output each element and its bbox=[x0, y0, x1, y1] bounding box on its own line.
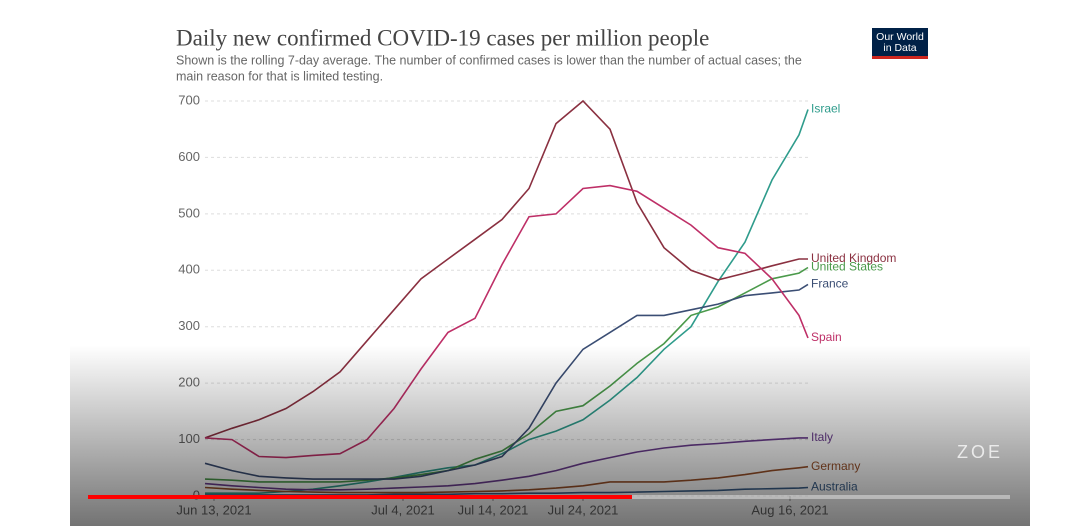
y-tick-label: 700 bbox=[178, 92, 200, 107]
progress-played[interactable] bbox=[88, 495, 632, 499]
subtitle: main reason for that is limited testing. bbox=[176, 69, 383, 83]
logo-text: in Data bbox=[883, 42, 916, 54]
series-label: United Kingdom bbox=[811, 251, 896, 265]
y-tick-label: 300 bbox=[178, 318, 200, 333]
series-label: United States bbox=[811, 260, 883, 274]
y-tick-label: 500 bbox=[178, 205, 200, 220]
chart-title: Daily new confirmed COVID-19 cases per m… bbox=[176, 25, 709, 50]
series-label: Spain bbox=[811, 330, 842, 344]
logo bbox=[872, 28, 928, 58]
y-tick-label: 400 bbox=[178, 262, 200, 277]
logo-text: Our World bbox=[876, 31, 924, 43]
subtitle: Shown is the rolling 7-day average. The … bbox=[176, 53, 802, 67]
series-label: France bbox=[811, 277, 849, 291]
series-label: Israel bbox=[811, 102, 840, 116]
watermark: ZOE bbox=[957, 442, 1003, 462]
logo-bar bbox=[872, 56, 928, 59]
y-tick-label: 600 bbox=[178, 149, 200, 164]
